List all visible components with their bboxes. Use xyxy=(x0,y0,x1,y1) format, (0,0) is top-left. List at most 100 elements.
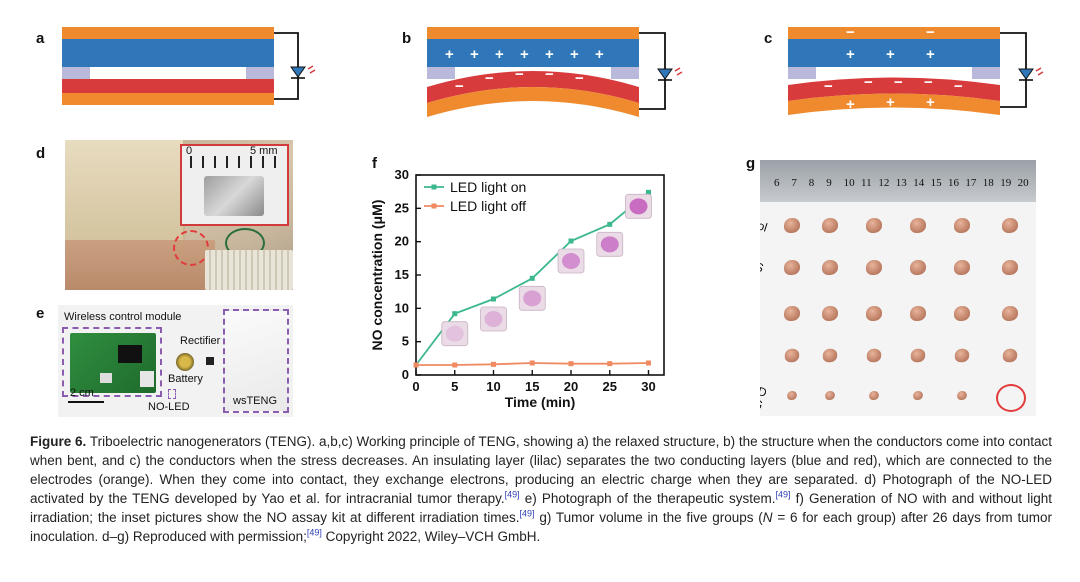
tumor-sample xyxy=(869,391,879,400)
legend-label: LED light on xyxy=(450,179,526,195)
no-concentration-chart: 0 5 10 15 20 25 30 0 5 10 15 20 25 30 Time (min) NO con… xyxy=(369,167,665,410)
tumor-sample xyxy=(784,260,800,275)
data-point xyxy=(607,221,613,227)
ruler: 6 7 8 9 10 11 12 13 14 15 16 17 18 19 20 xyxy=(760,160,1036,202)
rectifier-label: Rectifier xyxy=(180,335,221,347)
plus-charge: + xyxy=(846,46,855,63)
minus-charge: − xyxy=(846,25,855,41)
tumor-sample xyxy=(866,218,882,233)
tumor-sample xyxy=(822,306,838,321)
group-label: PDMS xyxy=(760,251,766,276)
assay-well xyxy=(562,253,580,269)
assay-well xyxy=(484,311,503,327)
wsteng-label: wsTENG xyxy=(233,395,277,407)
ruler-number: 19 xyxy=(1000,177,1012,189)
tumor-sample xyxy=(787,391,797,400)
data-point xyxy=(491,296,496,302)
tumor-sample xyxy=(954,260,970,275)
ruler-number: 13 xyxy=(895,177,907,189)
data-point xyxy=(413,362,419,368)
figure-label: Figure 6. xyxy=(30,434,87,449)
plus-charge: + xyxy=(926,46,935,63)
data-point xyxy=(646,189,651,195)
data-point xyxy=(452,362,458,368)
group-label: Control xyxy=(760,209,770,235)
x-tick-label: 15 xyxy=(525,379,539,394)
caption-text: f) Generation of NO with and without lig… xyxy=(30,491,1052,525)
panel-label-c: c xyxy=(764,30,773,47)
reference-link[interactable]: [49] xyxy=(775,489,791,500)
ruler-number: 12 xyxy=(878,177,890,189)
minus-charge: − xyxy=(864,74,873,91)
plus-charge: + xyxy=(445,46,454,63)
tumor-sample xyxy=(954,218,970,233)
x-tick-label: 5 xyxy=(451,379,458,394)
group-label: NO-LED +wsTENG xyxy=(760,372,769,412)
legend-label: LED light off xyxy=(450,198,526,214)
y-axis-label: NO concentration (μM) xyxy=(369,200,385,351)
plus-charge: + xyxy=(495,46,504,63)
noled-photo: 0 5 mm xyxy=(65,140,293,290)
module-label: Wireless control module xyxy=(64,311,182,323)
ruler-end-label: 5 mm xyxy=(250,145,278,157)
plus-charge: + xyxy=(520,46,529,63)
x-tick-label: 10 xyxy=(486,379,500,394)
plus-charge: + xyxy=(545,46,554,63)
reference-link[interactable]: [49] xyxy=(306,527,322,538)
tumor-sample xyxy=(822,218,838,233)
tumor-sample xyxy=(822,260,838,275)
minus-charge: − xyxy=(926,25,935,41)
wsteng-device: wsTENG xyxy=(223,309,289,413)
minus-charge: − xyxy=(455,78,464,95)
plus-charge: + xyxy=(846,96,855,113)
caption-text: e) Photograph of the therapeutic system. xyxy=(519,491,776,506)
data-point xyxy=(646,360,651,366)
panel-label-d: d xyxy=(36,145,46,162)
noled-label: NO-LED xyxy=(148,401,190,413)
pcb-board xyxy=(70,333,156,393)
tumor-sample xyxy=(1002,260,1018,275)
caption-text: Triboelectric nanogenerators (TENG). a,b… xyxy=(30,434,1052,506)
caption-text: = 6 for each group) after 26 days from t… xyxy=(30,510,1052,544)
x-tick-label: 0 xyxy=(412,379,419,394)
x-tick-label: 30 xyxy=(641,379,655,394)
figure-caption: Figure 6. Triboelectric nanogenerators (… xyxy=(30,432,1052,546)
ruler-number: 11 xyxy=(861,177,872,189)
teng-patch-on-arm xyxy=(65,140,185,240)
data-point xyxy=(491,361,496,367)
minus-charge: − xyxy=(575,70,584,87)
tumor-sample xyxy=(825,391,835,400)
teng-diagram-relaxed xyxy=(62,27,316,105)
assay-kit-inset xyxy=(518,285,546,311)
minus-charge: − xyxy=(545,66,554,83)
minus-charge: − xyxy=(924,74,933,91)
reference-link[interactable]: [49] xyxy=(504,489,520,500)
y-tick-label: 15 xyxy=(395,267,409,282)
teng-diagram-contact: + + + + + + + − − − − − xyxy=(427,27,683,117)
plus-charge: + xyxy=(470,46,479,63)
tumor-sample xyxy=(866,306,882,321)
tumor-sample xyxy=(866,348,882,363)
teng-diagram-separating: − − + + + − − − − − + + + xyxy=(788,25,1044,115)
data-point xyxy=(568,238,574,244)
tumor-sample xyxy=(910,348,926,363)
minus-charge: − xyxy=(954,78,963,95)
device-inset: 0 5 mm xyxy=(180,144,289,226)
data-point xyxy=(452,311,458,317)
noled-marker xyxy=(168,389,176,399)
inset-ruler xyxy=(188,156,283,170)
tumor-sample xyxy=(954,306,970,321)
scale-label: 2 cm xyxy=(70,387,94,399)
minus-charge: − xyxy=(824,78,833,95)
ruler-number: 8 xyxy=(808,177,815,189)
data-point xyxy=(529,275,535,281)
ruler-number: 18 xyxy=(982,177,994,189)
reference-link[interactable]: [49] xyxy=(519,508,535,519)
ruler-number: 10 xyxy=(843,177,855,189)
rectifier xyxy=(206,357,214,365)
tumor-sample xyxy=(954,348,970,363)
panel-label-g: g xyxy=(746,155,756,172)
tumor-sample xyxy=(913,391,923,400)
y-tick-label: 30 xyxy=(395,167,409,182)
